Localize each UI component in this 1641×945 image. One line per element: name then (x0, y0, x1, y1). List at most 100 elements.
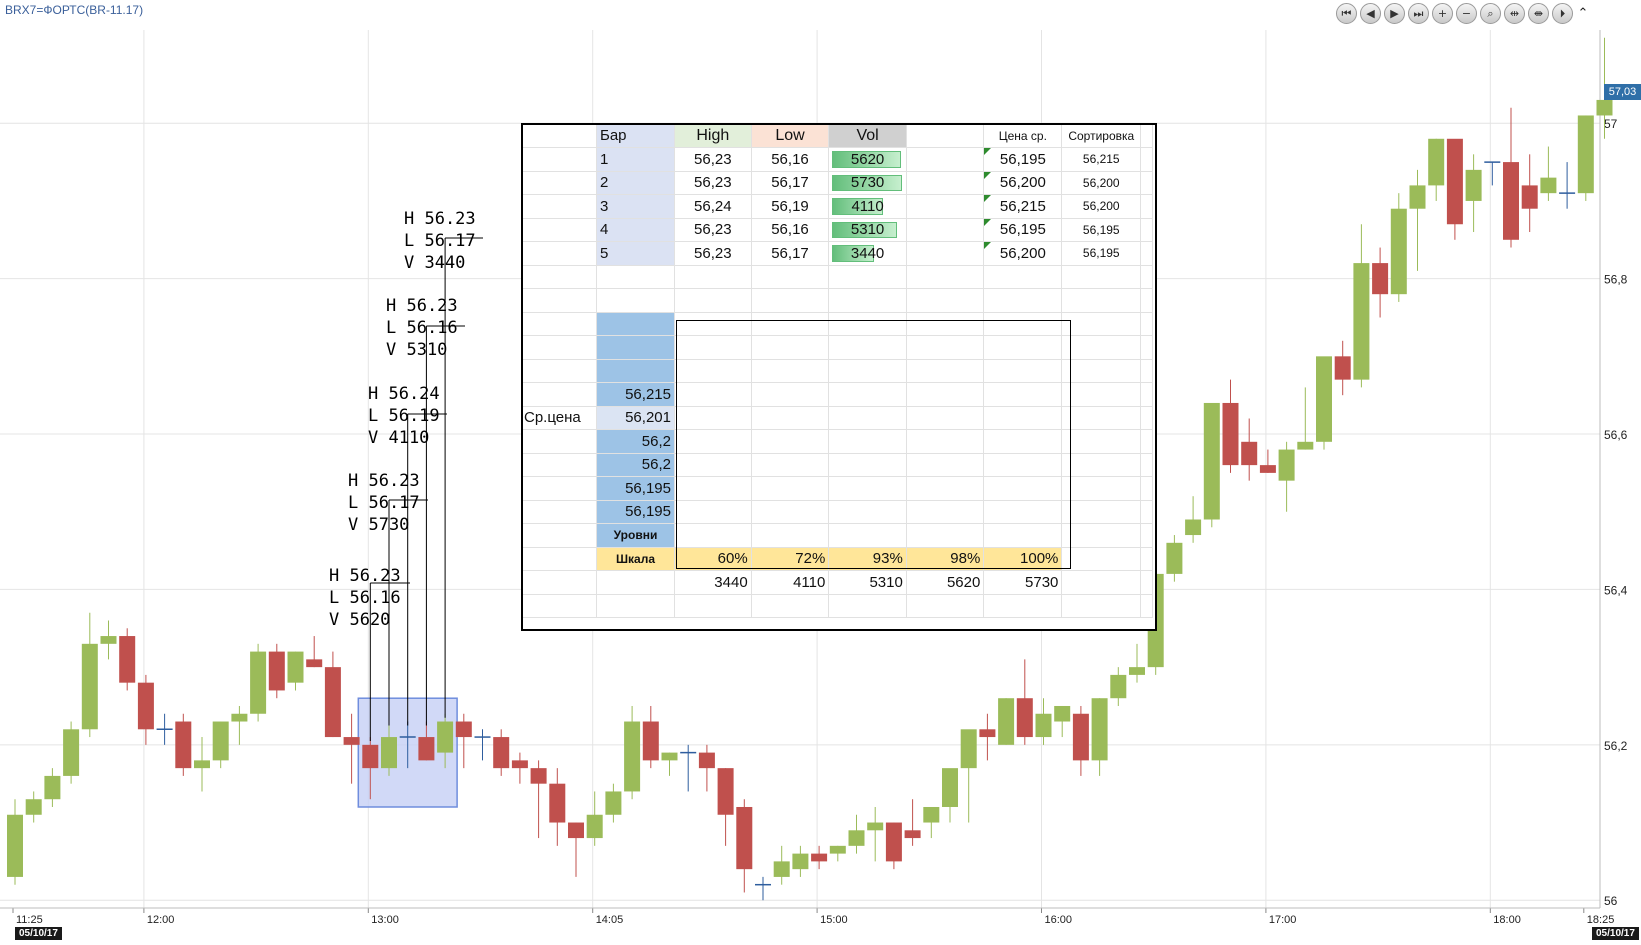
sort-cell[interactable]: 56,200 (1061, 171, 1142, 195)
level-cell[interactable]: 56,2 (596, 429, 675, 454)
sheet-data-row: 1 56,23 56,16 5620 56,195 56,215 (523, 147, 1153, 172)
zoom-in-button[interactable]: + (1432, 3, 1453, 24)
low-cell[interactable]: 56,17 (751, 241, 830, 266)
candle-body (530, 768, 547, 784)
bar-number-cell[interactable]: 3 (596, 194, 675, 219)
scale-cell[interactable]: 98% (906, 547, 985, 571)
candle-body (568, 822, 584, 839)
header-bar[interactable]: Бар (596, 125, 675, 148)
level-cell[interactable]: 56,195 (596, 476, 675, 501)
vol-cell[interactable]: 5310 (828, 218, 907, 242)
avg-price-cell[interactable]: 56,200 (983, 241, 1063, 266)
bar-number-cell[interactable]: 2 (596, 171, 675, 195)
expand-horizontal-button[interactable]: ⇹ (1504, 3, 1525, 24)
scale-cell[interactable]: 72% (751, 547, 830, 571)
candle-body (1222, 402, 1239, 466)
high-cell[interactable]: 56,23 (674, 147, 752, 172)
candle-body (1540, 177, 1557, 194)
header-vol[interactable]: Vol (828, 125, 907, 148)
scale-label[interactable]: Шкала (596, 547, 675, 571)
candle-body (437, 721, 454, 753)
level-cell[interactable]: 56,215 (596, 382, 675, 407)
avg-price-cell[interactable]: 56,195 (983, 147, 1063, 172)
candle-body (44, 775, 61, 800)
annotation-l-line: L 56.16 (329, 588, 401, 608)
avg-price-cell[interactable]: 56,195 (983, 218, 1063, 242)
scroll-first-button[interactable]: ⏮ (1336, 3, 1357, 24)
scroll-right-button[interactable]: ▶ (1384, 3, 1405, 24)
vol-cell[interactable]: 5620 (828, 147, 907, 172)
compress-horizontal-button[interactable]: ⇼ (1528, 3, 1549, 24)
levels-label[interactable]: Уровни (596, 523, 675, 548)
vol-value: 3440 (850, 244, 885, 262)
right-arrow-icon: ▶ (1390, 7, 1399, 20)
scroll-left-button[interactable]: ◀ (1360, 3, 1381, 24)
sheet-data-row: 2 56,23 56,17 5730 56,200 56,200 (523, 171, 1153, 195)
header-avg-price[interactable]: Цена ср. (983, 125, 1063, 148)
zoom-out-button[interactable]: − (1456, 3, 1477, 24)
scale-volume-cell[interactable]: 4110 (751, 570, 830, 595)
scale-volume-cell[interactable]: 3440 (674, 570, 752, 595)
scale-cell[interactable]: 60% (674, 547, 752, 571)
scale-volume-cell[interactable]: 5730 (983, 570, 1063, 595)
level-cell-avg[interactable]: 56,201 (596, 406, 675, 430)
sort-cell[interactable]: 56,200 (1061, 194, 1142, 219)
header-high[interactable]: High (674, 125, 752, 148)
candle-body (1166, 542, 1183, 574)
vol-databar (832, 174, 903, 191)
low-cell[interactable]: 56,19 (751, 194, 830, 219)
low-cell[interactable]: 56,16 (751, 147, 830, 172)
sort-cell[interactable]: 56,215 (1061, 147, 1142, 172)
candle-body (212, 721, 229, 761)
collapse-chevron-up-icon[interactable]: ⌃ (1577, 6, 1589, 21)
high-cell[interactable]: 56,23 (674, 218, 752, 242)
sort-cell[interactable]: 56,195 (1061, 241, 1142, 266)
candle-annotation: H 56.23 L 56.17 V 5730 (348, 470, 420, 536)
bar-number-cell[interactable]: 5 (596, 241, 675, 266)
header-low[interactable]: Low (751, 125, 830, 148)
candle-body (717, 768, 734, 815)
high-cell[interactable]: 56,24 (674, 194, 752, 219)
spreadsheet-overlay[interactable]: Бар High Low Vol Цена ср. Сортировка 1 56… (521, 123, 1157, 631)
candle-body (698, 752, 715, 769)
header-sort[interactable]: Сортировка (1061, 125, 1142, 148)
candle-body (904, 830, 921, 839)
level-cell[interactable]: 56,2 (596, 453, 675, 477)
candle-body (998, 698, 1015, 745)
x-tick-label: 12:00 (147, 914, 175, 926)
candle-annotation: H 56.24 L 56.19 V 4110 (368, 383, 440, 449)
high-cell[interactable]: 56,23 (674, 241, 752, 266)
avg-price-cell[interactable]: 56,200 (983, 171, 1063, 195)
level-cell[interactable]: 56,195 (596, 500, 675, 524)
spreadsheet-grid[interactable]: Бар High Low Vol Цена ср. Сортировка 1 56… (523, 125, 1153, 618)
candle-body (848, 830, 865, 846)
avg-price-cell[interactable]: 56,215 (983, 194, 1063, 219)
annotation-h-line: H 56.23 (348, 471, 420, 491)
annotation-l-line: L 56.16 (386, 318, 458, 338)
scale-cell[interactable]: 93% (828, 547, 907, 571)
candle-body (362, 744, 379, 769)
avg-price-label[interactable]: Ср.цена (523, 406, 597, 430)
horizontal-compress-icon: ⇼ (1533, 7, 1544, 20)
vol-cell[interactable]: 3440 (828, 241, 907, 266)
bar-number-cell[interactable]: 1 (596, 147, 675, 172)
candle-body (493, 737, 510, 769)
vol-cell[interactable]: 5730 (828, 171, 907, 195)
candle-annotation: H 56.23 L 56.16 V 5310 (386, 295, 458, 361)
zoom-fit-button[interactable]: ⌕ (1480, 3, 1501, 24)
candle-body (1465, 169, 1482, 201)
high-cell[interactable]: 56,23 (674, 171, 752, 195)
scale-cell[interactable]: 100% (983, 547, 1063, 571)
scale-volume-cell[interactable]: 5310 (828, 570, 907, 595)
low-cell[interactable]: 56,16 (751, 218, 830, 242)
scale-volume-cell[interactable]: 5620 (906, 570, 985, 595)
bar-number-cell[interactable]: 4 (596, 218, 675, 242)
candle-body (923, 806, 940, 823)
scroll-last-button[interactable]: ⏭ (1408, 3, 1429, 24)
go-end-button[interactable]: ⏵ (1552, 3, 1573, 24)
low-cell[interactable]: 56,17 (751, 171, 830, 195)
sort-cell[interactable]: 56,195 (1061, 218, 1142, 242)
vol-cell[interactable]: 4110 (828, 194, 907, 219)
candle-body (231, 713, 248, 722)
